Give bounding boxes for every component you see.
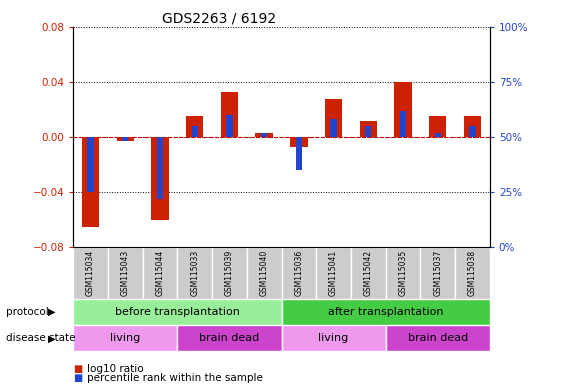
Bar <box>157 137 163 199</box>
Bar <box>191 126 198 137</box>
Text: GSM115035: GSM115035 <box>399 250 408 296</box>
Text: GSM115037: GSM115037 <box>434 250 442 296</box>
Text: GSM115044: GSM115044 <box>155 250 164 296</box>
Text: disease state: disease state <box>6 333 75 343</box>
Bar <box>142 247 177 299</box>
Bar <box>73 247 108 299</box>
Text: ▶: ▶ <box>48 307 55 317</box>
Text: GSM115038: GSM115038 <box>468 250 477 296</box>
Bar <box>290 137 307 147</box>
Bar <box>177 325 282 351</box>
Bar <box>455 247 490 299</box>
Text: living: living <box>319 333 348 343</box>
Bar <box>386 325 490 351</box>
Bar <box>108 247 142 299</box>
Bar <box>394 82 412 137</box>
Bar <box>73 299 282 325</box>
Text: GSM115034: GSM115034 <box>86 250 95 296</box>
Text: ▶: ▶ <box>48 333 55 343</box>
Bar <box>73 325 177 351</box>
Bar <box>212 247 247 299</box>
Bar <box>87 137 93 192</box>
Text: GSM115041: GSM115041 <box>329 250 338 296</box>
Text: log10 ratio: log10 ratio <box>87 364 144 374</box>
Text: after transplantation: after transplantation <box>328 307 444 317</box>
Text: GSM115043: GSM115043 <box>121 250 129 296</box>
Text: brain dead: brain dead <box>199 333 260 343</box>
Bar <box>282 247 316 299</box>
Text: brain dead: brain dead <box>408 333 468 343</box>
Bar <box>325 99 342 137</box>
Text: before transplantation: before transplantation <box>115 307 240 317</box>
Bar <box>400 111 406 137</box>
Bar <box>421 247 455 299</box>
Text: percentile rank within the sample: percentile rank within the sample <box>87 373 263 383</box>
Bar <box>256 133 273 137</box>
Bar <box>330 119 337 137</box>
Bar <box>282 299 490 325</box>
Text: ■: ■ <box>73 364 82 374</box>
Text: GSM115033: GSM115033 <box>190 250 199 296</box>
Bar <box>316 247 351 299</box>
Text: GSM115042: GSM115042 <box>364 250 373 296</box>
Title: GDS2263 / 6192: GDS2263 / 6192 <box>162 12 276 26</box>
Text: ■: ■ <box>73 373 82 383</box>
Bar <box>151 137 169 220</box>
Text: GSM115036: GSM115036 <box>294 250 303 296</box>
Bar <box>282 325 386 351</box>
Text: GSM115039: GSM115039 <box>225 250 234 296</box>
Bar <box>470 126 476 137</box>
Bar <box>261 133 267 137</box>
Bar <box>186 116 203 137</box>
Bar <box>386 247 421 299</box>
Bar <box>296 137 302 170</box>
Bar <box>221 92 238 137</box>
Bar <box>247 247 282 299</box>
Bar <box>365 126 372 137</box>
Text: GSM115040: GSM115040 <box>260 250 269 296</box>
Bar <box>117 137 134 141</box>
Bar <box>351 247 386 299</box>
Bar <box>464 116 481 137</box>
Bar <box>122 137 128 141</box>
Bar <box>226 115 233 137</box>
Bar <box>82 137 99 227</box>
Bar <box>435 133 441 137</box>
Text: protocol: protocol <box>6 307 48 317</box>
Bar <box>360 121 377 137</box>
Text: living: living <box>110 333 140 343</box>
Bar <box>429 116 446 137</box>
Bar <box>177 247 212 299</box>
